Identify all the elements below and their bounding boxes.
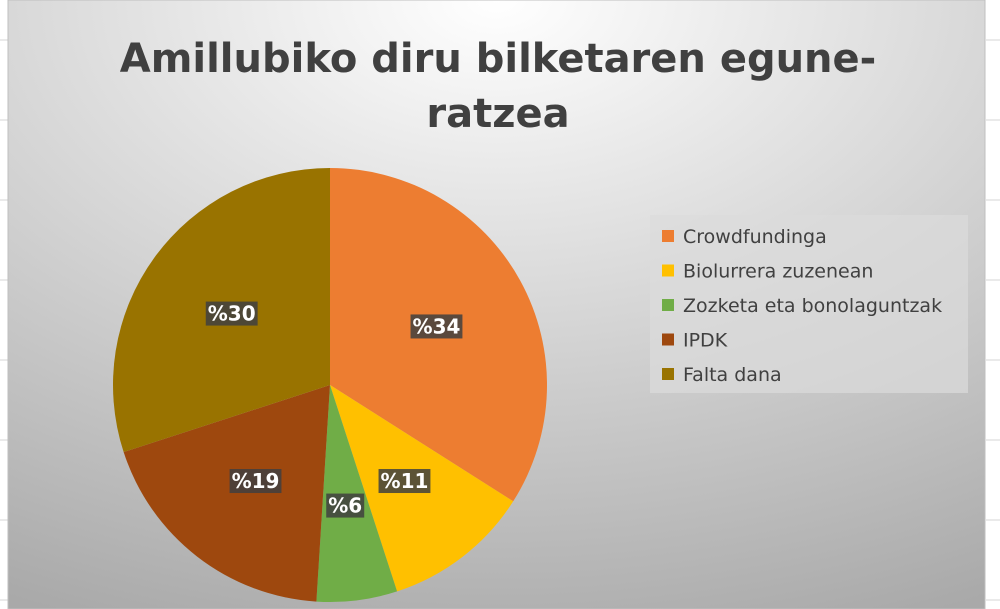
legend-label: IPDK <box>683 330 728 352</box>
data-label-bg <box>378 469 431 494</box>
data-label: %19 <box>232 469 280 493</box>
data-label-bg <box>205 301 258 326</box>
data-label: %11 <box>381 469 429 493</box>
chart-title: Amillubiko diru bilketaren egune- <box>120 36 877 82</box>
sheet-grid <box>0 39 1000 601</box>
legend-label: Falta dana <box>683 364 782 386</box>
legend-swatch <box>662 264 674 277</box>
legend-label: Zozketa eta bonolaguntzak <box>683 295 942 317</box>
data-label: %30 <box>208 302 256 326</box>
legend-swatch <box>662 368 674 380</box>
legend-label: Biolurrera zuzenean <box>683 261 873 283</box>
legend-swatch <box>662 230 674 242</box>
pie-slice <box>123 385 331 602</box>
data-label-bg <box>229 469 282 494</box>
data-label-bg <box>326 493 365 518</box>
pie-slice <box>316 385 398 602</box>
legend-box <box>650 215 968 393</box>
data-label: %34 <box>413 314 461 338</box>
legend-swatch <box>662 333 674 346</box>
legend-swatch <box>662 299 674 311</box>
legend-label: Crowdfundinga <box>683 226 827 248</box>
data-label-bg <box>410 314 463 339</box>
data-label: %6 <box>328 494 362 518</box>
chart-title: ratzea <box>426 91 569 137</box>
